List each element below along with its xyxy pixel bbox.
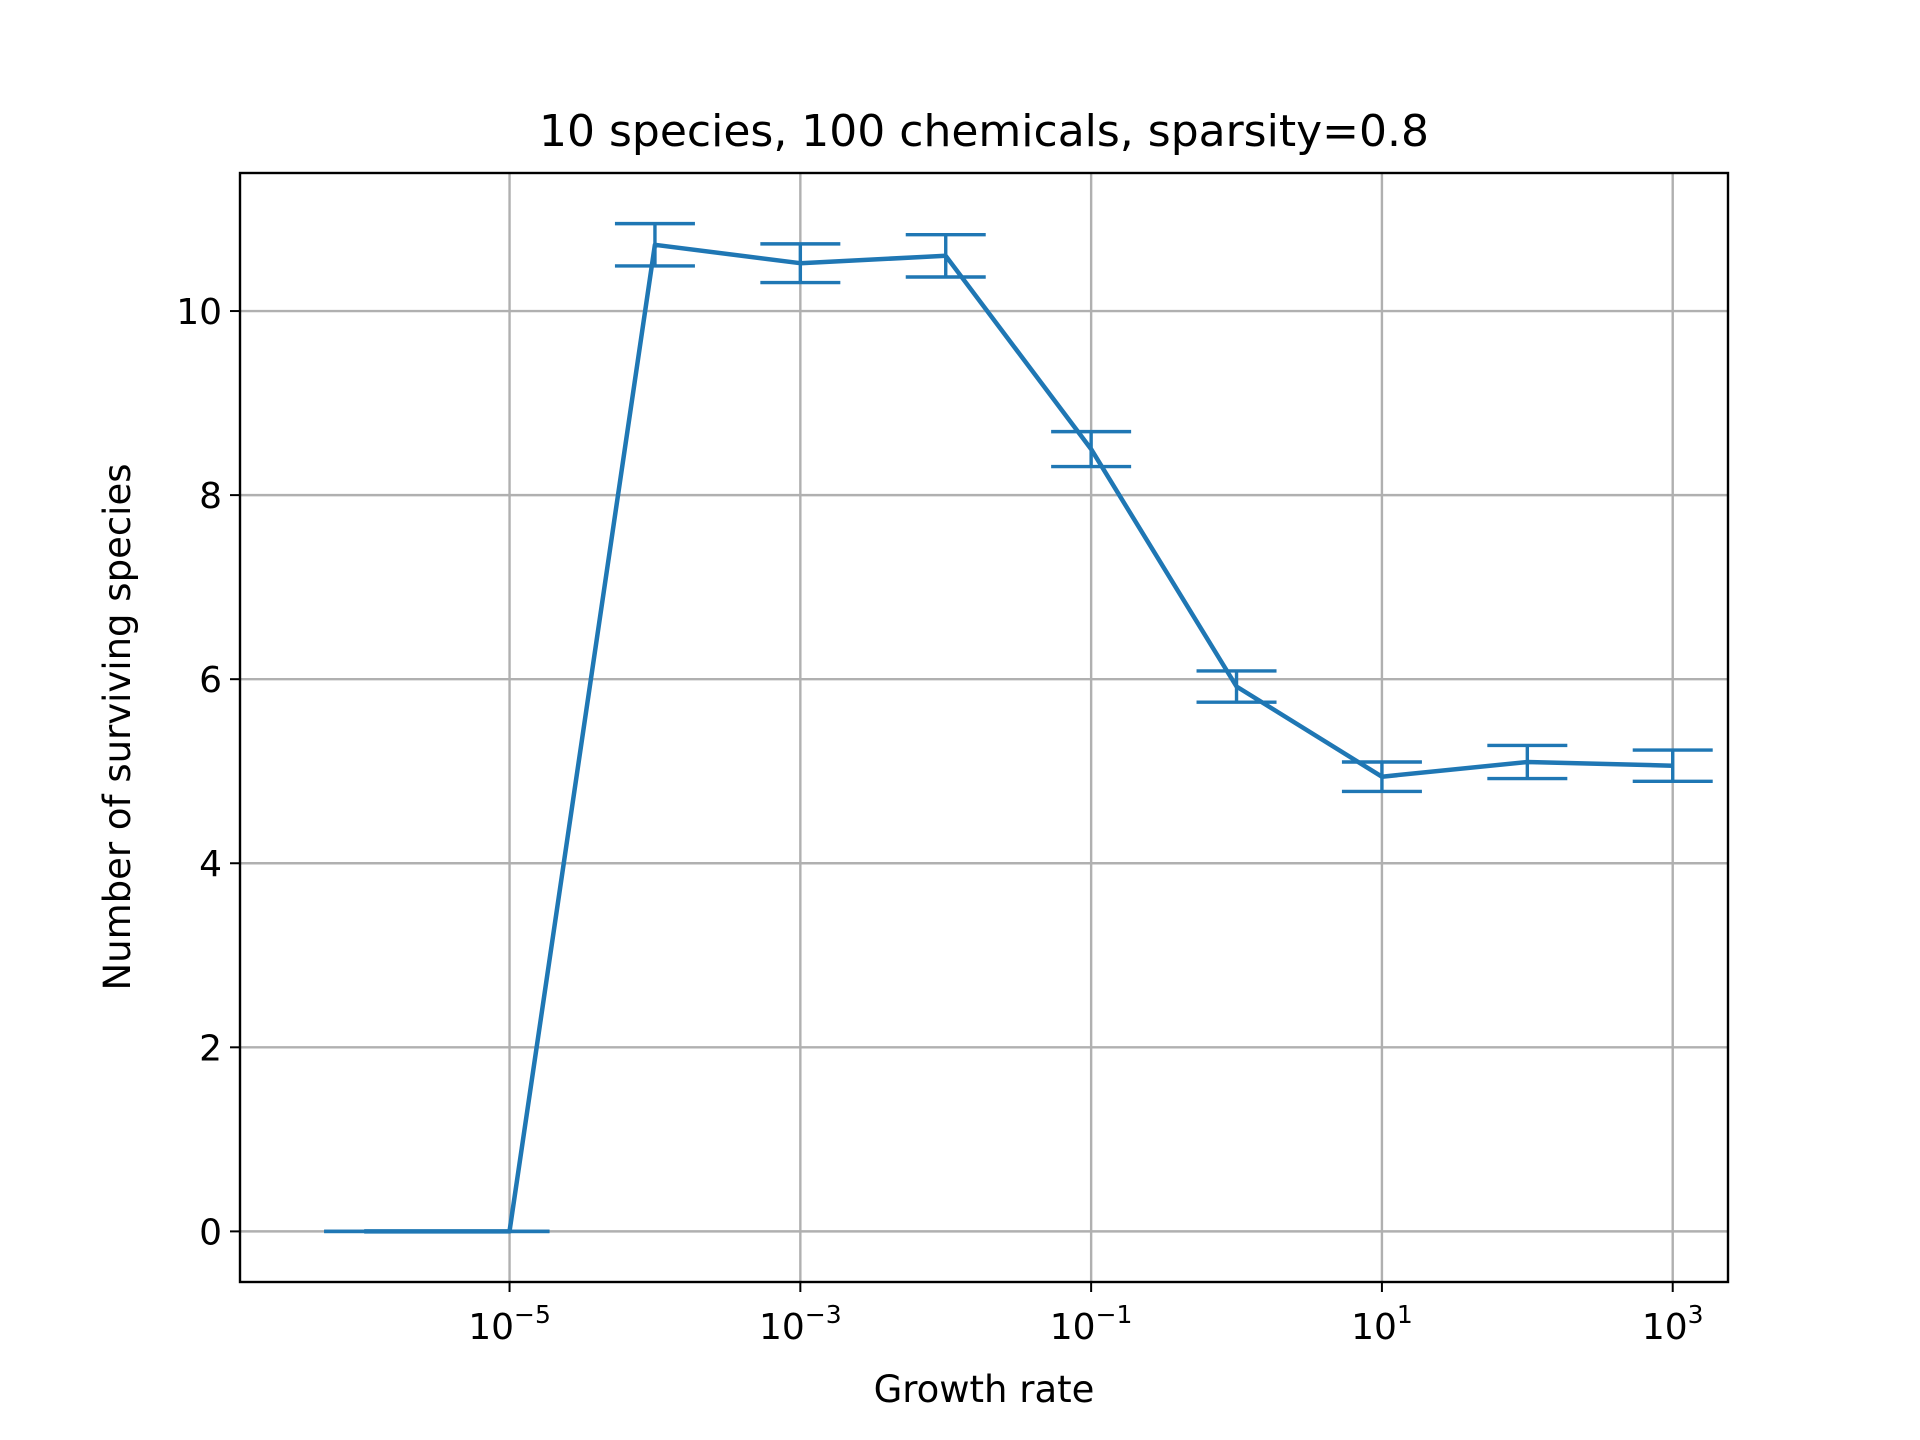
x-tick-label: 10−5 bbox=[468, 1300, 551, 1348]
y-axis-label: Number of surviving species bbox=[96, 464, 139, 991]
y-tick-label: 4 bbox=[199, 844, 222, 885]
y-tick-label: 6 bbox=[199, 660, 222, 701]
plot-frame bbox=[238, 171, 1730, 1284]
data-series bbox=[324, 221, 1713, 1234]
x-axis-label: Growth rate bbox=[874, 1368, 1095, 1411]
x-tick-label: 103 bbox=[1642, 1300, 1704, 1348]
y-tick-label: 0 bbox=[199, 1212, 222, 1253]
axis-ticks: 10−5 10−3 10−1 101 103 0 2 4 6 8 10 bbox=[176, 292, 1703, 1348]
y-tick-label: 8 bbox=[199, 476, 222, 517]
chart-title: 10 species, 100 chemicals, sparsity=0.8 bbox=[539, 106, 1429, 157]
y-tick-label: 2 bbox=[199, 1028, 222, 1069]
errorbar bbox=[1632, 748, 1713, 784]
y-tick-label: 10 bbox=[176, 292, 222, 333]
x-tick-label: 10−3 bbox=[759, 1300, 842, 1348]
grid bbox=[240, 173, 1728, 1282]
series-line bbox=[364, 242, 1673, 1234]
plot-area bbox=[240, 173, 1728, 1282]
x-tick-label: 10−1 bbox=[1050, 1300, 1133, 1348]
x-tick-label: 101 bbox=[1351, 1300, 1413, 1348]
